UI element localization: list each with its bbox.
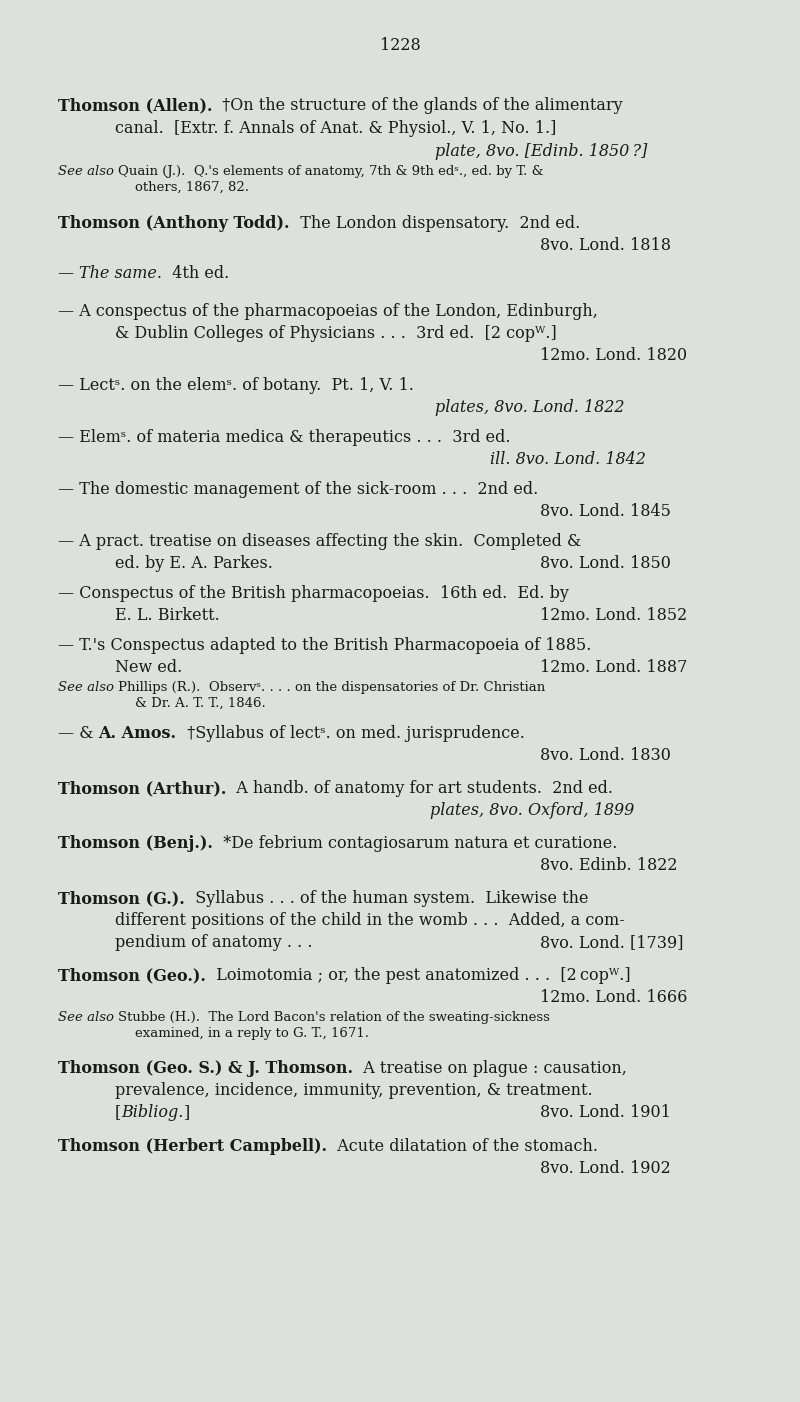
Text: Bibliog.: Bibliog. <box>122 1103 184 1122</box>
Text: 1228: 1228 <box>380 36 420 55</box>
Text: A treatise on plague : causation,: A treatise on plague : causation, <box>353 1060 627 1077</box>
Text: Acute dilatation of the stomach.: Acute dilatation of the stomach. <box>327 1138 598 1155</box>
Text: canal.  [Extr. f. Annals of Anat. & Physiol., V. 1, No. 1.]: canal. [Extr. f. Annals of Anat. & Physi… <box>115 121 556 137</box>
Text: *De febrium contagiosarum natura et curatione.: *De febrium contagiosarum natura et cura… <box>213 836 618 852</box>
Text: plates, 8vo. Oxford, 1899: plates, 8vo. Oxford, 1899 <box>430 802 634 819</box>
Text: ill. 8vo. Lond. 1842: ill. 8vo. Lond. 1842 <box>490 451 646 468</box>
Text: The London dispensatory.  2nd ed.: The London dispensatory. 2nd ed. <box>290 215 580 231</box>
Text: examined, in a reply to G. T., 1671.: examined, in a reply to G. T., 1671. <box>135 1028 369 1040</box>
Text: ed. by E. A. Parkes.: ed. by E. A. Parkes. <box>115 555 273 572</box>
Text: 12mo. Lond. 1666: 12mo. Lond. 1666 <box>540 988 687 1007</box>
Text: pendium of anatomy . . .: pendium of anatomy . . . <box>115 934 313 951</box>
Text: New ed.: New ed. <box>115 659 182 676</box>
Text: 8vo. Lond. [1739]: 8vo. Lond. [1739] <box>540 934 683 951</box>
Text: & Dublin Colleges of Physicians . . .  3rd ed.  [2 copᵂ.]: & Dublin Colleges of Physicians . . . 3r… <box>115 325 557 342</box>
Text: See also: See also <box>58 165 118 178</box>
Text: 8vo. Lond. 1901: 8vo. Lond. 1901 <box>540 1103 671 1122</box>
Text: 8vo. Lond. 1902: 8vo. Lond. 1902 <box>540 1159 670 1178</box>
Text: 12mo. Lond. 1820: 12mo. Lond. 1820 <box>540 348 687 365</box>
Text: 8vo. Lond. 1830: 8vo. Lond. 1830 <box>540 747 671 764</box>
Text: — A pract. treatise on diseases affecting the skin.  Completed &: — A pract. treatise on diseases affectin… <box>58 533 582 550</box>
Text: plates, 8vo. Lond. 1822: plates, 8vo. Lond. 1822 <box>435 400 625 416</box>
Text: 12mo. Lond. 1887: 12mo. Lond. 1887 <box>540 659 687 676</box>
Text: 4th ed.: 4th ed. <box>162 265 230 282</box>
Text: & Dr. A. T. T., 1846.: & Dr. A. T. T., 1846. <box>135 697 266 709</box>
Text: — &: — & <box>58 725 98 742</box>
Text: Quain (J.).  Q.'s elements of anatomy, 7th & 9th edˢ., ed. by T. &: Quain (J.). Q.'s elements of anatomy, 7t… <box>118 165 544 178</box>
Text: 8vo. Edinb. 1822: 8vo. Edinb. 1822 <box>540 857 678 873</box>
Text: Stubbe (H.).  The Lord Bacon's relation of the sweating-sickness: Stubbe (H.). The Lord Bacon's relation o… <box>118 1011 550 1023</box>
Text: Thomson (Allen).: Thomson (Allen). <box>58 97 213 114</box>
Text: — A conspectus of the pharmacopoeias of the London, Edinburgh,: — A conspectus of the pharmacopoeias of … <box>58 303 598 320</box>
Text: [​: [​ <box>115 1103 122 1122</box>
Text: — The domestic management of the sick-room . . .  2nd ed.: — The domestic management of the sick-ro… <box>58 481 538 498</box>
Text: 8vo. Lond. 1850: 8vo. Lond. 1850 <box>540 555 671 572</box>
Text: See also: See also <box>58 1011 118 1023</box>
Text: Thomson (Anthony Todd).: Thomson (Anthony Todd). <box>58 215 290 231</box>
Text: —: — <box>58 265 79 282</box>
Text: plate, 8vo. [Edinb. 1850 ?]: plate, 8vo. [Edinb. 1850 ?] <box>435 143 647 160</box>
Text: 12mo. Lond. 1852: 12mo. Lond. 1852 <box>540 607 687 624</box>
Text: E. L. Birkett.: E. L. Birkett. <box>115 607 220 624</box>
Text: 8vo. Lond. 1845: 8vo. Lond. 1845 <box>540 503 671 520</box>
Text: 8vo. Lond. 1818: 8vo. Lond. 1818 <box>540 237 671 254</box>
Text: prevalence, incidence, immunity, prevention, & treatment.: prevalence, incidence, immunity, prevent… <box>115 1082 593 1099</box>
Text: Thomson (Geo.).: Thomson (Geo.). <box>58 967 206 984</box>
Text: †On the structure of the glands of the alimentary: †On the structure of the glands of the a… <box>213 97 623 114</box>
Text: A. Amos.: A. Amos. <box>98 725 177 742</box>
Text: †Syllabus of lectˢ. on med. jurisprudence.: †Syllabus of lectˢ. on med. jurisprudenc… <box>177 725 525 742</box>
Text: — Lectˢ. on the elemˢ. of botany.  Pt. 1, V. 1.: — Lectˢ. on the elemˢ. of botany. Pt. 1,… <box>58 377 414 394</box>
Text: Thomson (Herbert Campbell).: Thomson (Herbert Campbell). <box>58 1138 327 1155</box>
Text: The same.: The same. <box>79 265 162 282</box>
Text: Thomson (G.).: Thomson (G.). <box>58 890 185 907</box>
Text: Thomson (Benj.).: Thomson (Benj.). <box>58 836 213 852</box>
Text: Thomson (Arthur).: Thomson (Arthur). <box>58 780 226 796</box>
Text: — Conspectus of the British pharmacopoeias.  16th ed.  Ed. by: — Conspectus of the British pharmacopoei… <box>58 585 569 601</box>
Text: — Elemˢ. of materia medica & therapeutics . . .  3rd ed.: — Elemˢ. of materia medica & therapeutic… <box>58 429 510 446</box>
Text: ​]: ​] <box>184 1103 190 1122</box>
Text: Phillips (R.).  Observˢ. . . . on the dispensatories of Dr. Christian: Phillips (R.). Observˢ. . . . on the dis… <box>118 681 546 694</box>
Text: others, 1867, 82.: others, 1867, 82. <box>135 181 249 193</box>
Text: Thomson (Geo. S.) & J. Thomson.: Thomson (Geo. S.) & J. Thomson. <box>58 1060 353 1077</box>
Text: See also: See also <box>58 681 118 694</box>
Text: Loimotomia ; or, the pest anatomized . . .  [2 copᵂ.]: Loimotomia ; or, the pest anatomized . .… <box>206 967 630 984</box>
Text: — T.'s Conspectus adapted to the British Pharmacopoeia of 1885.: — T.'s Conspectus adapted to the British… <box>58 637 591 653</box>
Text: different positions of the child in the womb . . .  Added, a com-: different positions of the child in the … <box>115 911 625 930</box>
Text: A handb. of anatomy for art students.  2nd ed.: A handb. of anatomy for art students. 2n… <box>226 780 614 796</box>
Text: Syllabus . . . of the human system.  Likewise the: Syllabus . . . of the human system. Like… <box>185 890 588 907</box>
